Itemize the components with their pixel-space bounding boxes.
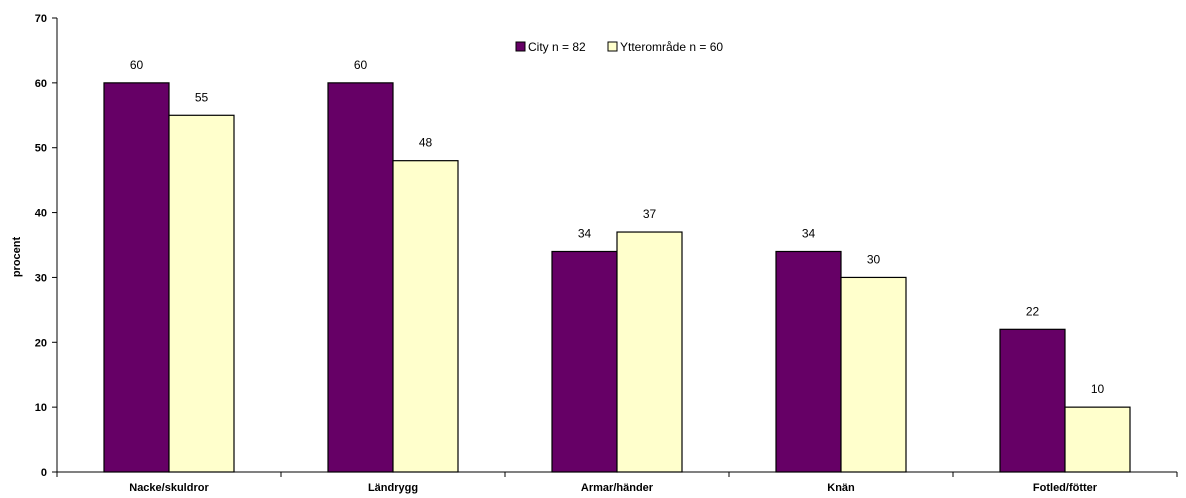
y-axis: 0 10 20 30 40 50 60 70 — [35, 13, 58, 479]
data-label: 55 — [195, 90, 209, 104]
bar-ytteromrade — [168, 114, 235, 473]
data-label: 60 — [130, 58, 144, 72]
x-axis: Nacke/skuldror Ländrygg Armar/händer Knän Fo… — [56, 471, 1178, 494]
legend-label: Ytterområde n = 60 — [620, 40, 723, 54]
bar-city — [999, 328, 1066, 473]
bar-city — [551, 250, 618, 473]
bar-ytteromrade — [392, 160, 459, 473]
bar-ytteromrade — [1064, 406, 1131, 473]
data-label: 48 — [419, 136, 433, 150]
data-label: 60 — [354, 58, 368, 72]
data-label: 10 — [1091, 382, 1105, 396]
y-tick-label: 30 — [35, 272, 47, 284]
data-label: 30 — [867, 252, 881, 266]
data-label: 34 — [802, 226, 816, 240]
x-tick-label: Fotled/fötter — [1033, 482, 1098, 494]
y-tick-label: 40 — [35, 208, 47, 220]
data-label: 37 — [643, 207, 657, 221]
legend-swatch — [607, 41, 618, 52]
y-tick-label: 70 — [35, 13, 47, 25]
bar-ytteromrade — [616, 231, 683, 473]
bar-city — [327, 82, 394, 473]
legend-swatch — [515, 41, 526, 52]
y-tick-label: 20 — [35, 337, 47, 349]
y-tick-label: 0 — [41, 467, 47, 479]
legend: City n = 82 Ytterområde n = 60 — [515, 40, 723, 54]
y-tick-label: 50 — [35, 143, 47, 155]
data-labels: 60 55 60 48 34 37 34 30 22 10 — [130, 58, 1105, 396]
y-axis-title: procent — [11, 236, 23, 277]
x-tick-label: Knän — [827, 482, 855, 494]
bar-ytteromrade — [840, 276, 907, 473]
data-label: 34 — [578, 226, 592, 240]
x-tick-label: Nacke/skuldror — [129, 482, 209, 494]
bars — [103, 82, 1131, 473]
y-tick-label: 60 — [35, 78, 47, 90]
bar-city — [103, 82, 170, 473]
x-tick-label: Ländrygg — [368, 482, 418, 494]
data-label: 22 — [1026, 304, 1040, 318]
legend-label: City n = 82 — [528, 40, 586, 54]
bar-city — [775, 250, 842, 473]
y-tick-label: 10 — [35, 402, 47, 414]
x-tick-label: Armar/händer — [581, 482, 654, 494]
